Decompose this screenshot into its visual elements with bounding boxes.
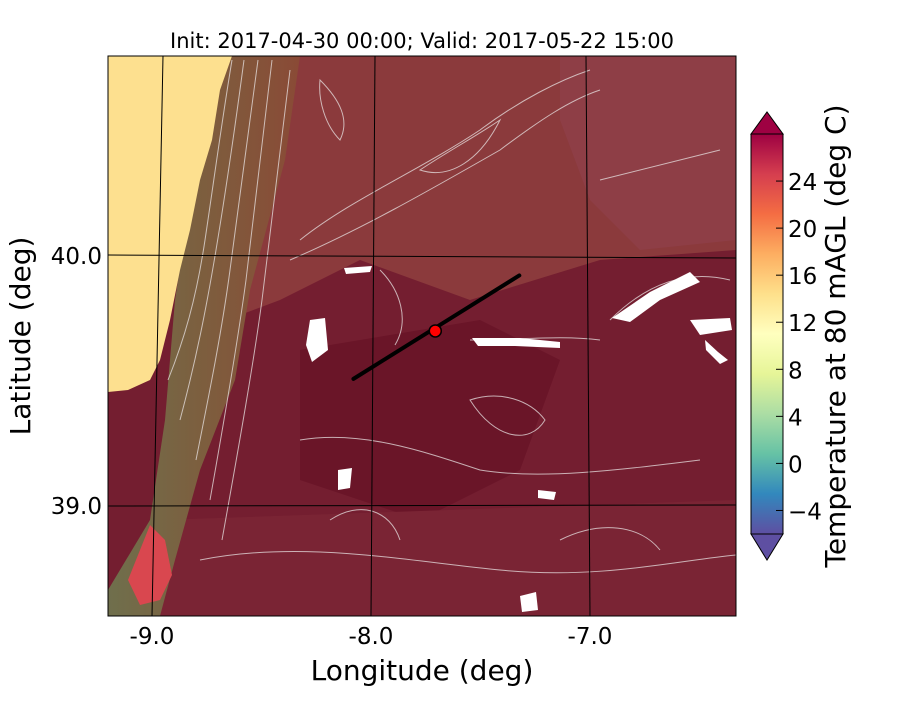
terrain-contours xyxy=(167,59,736,574)
y-tick-label: 40.0 xyxy=(51,244,102,270)
site-marker xyxy=(428,324,443,338)
colorbar-tick-label: 12 xyxy=(788,311,817,337)
x-tick-label: -9.0 xyxy=(130,624,175,650)
colorbar-min-extension xyxy=(750,533,784,561)
masked-patches xyxy=(306,266,732,612)
colorbar-tick-label: 8 xyxy=(788,358,803,384)
y-tick-label: 39.0 xyxy=(51,494,102,520)
southern-lowland xyxy=(160,500,736,616)
colorbar: 24 20 16 12 8 4 0 −4 Temperature at 80 mAGL (de… xyxy=(750,104,852,569)
y-axis: 40.0 39.0 Latitude (deg) xyxy=(4,237,102,520)
colorbar-tick-label: 24 xyxy=(788,170,817,196)
x-axis: -9.0 -8.0 -7.0 Longitude (deg) xyxy=(130,624,613,687)
colorbar-gradient xyxy=(750,133,784,535)
northeast-plateau xyxy=(560,56,736,250)
warm-coastal-spot xyxy=(128,525,172,605)
y-axis-label: Latitude (deg) xyxy=(4,237,37,436)
colorbar-tick-label: 0 xyxy=(788,452,803,478)
colorbar-max-extension xyxy=(750,111,784,135)
coastal-band xyxy=(108,56,300,616)
figure-title: Init: 2017-04-30 00:00; Valid: 2017-05-2… xyxy=(170,29,674,53)
map-plot xyxy=(108,56,736,616)
colorbar-ticks: 24 20 16 12 8 4 0 −4 xyxy=(776,170,822,525)
graticule xyxy=(108,56,736,616)
colorbar-tick-label: −4 xyxy=(788,499,822,525)
colorbar-tick-label: 4 xyxy=(788,405,803,431)
colorbar-tick-label: 20 xyxy=(788,217,817,243)
ocean-area xyxy=(108,56,232,392)
x-axis-label: Longitude (deg) xyxy=(311,654,534,687)
map-frame xyxy=(107,55,737,617)
colorbar-label: Temperature at 80 mAGL (deg C) xyxy=(819,104,852,568)
x-tick-label: -8.0 xyxy=(349,624,394,650)
colorbar-tick-label: 16 xyxy=(788,264,817,290)
x-tick-label: -7.0 xyxy=(568,624,613,650)
